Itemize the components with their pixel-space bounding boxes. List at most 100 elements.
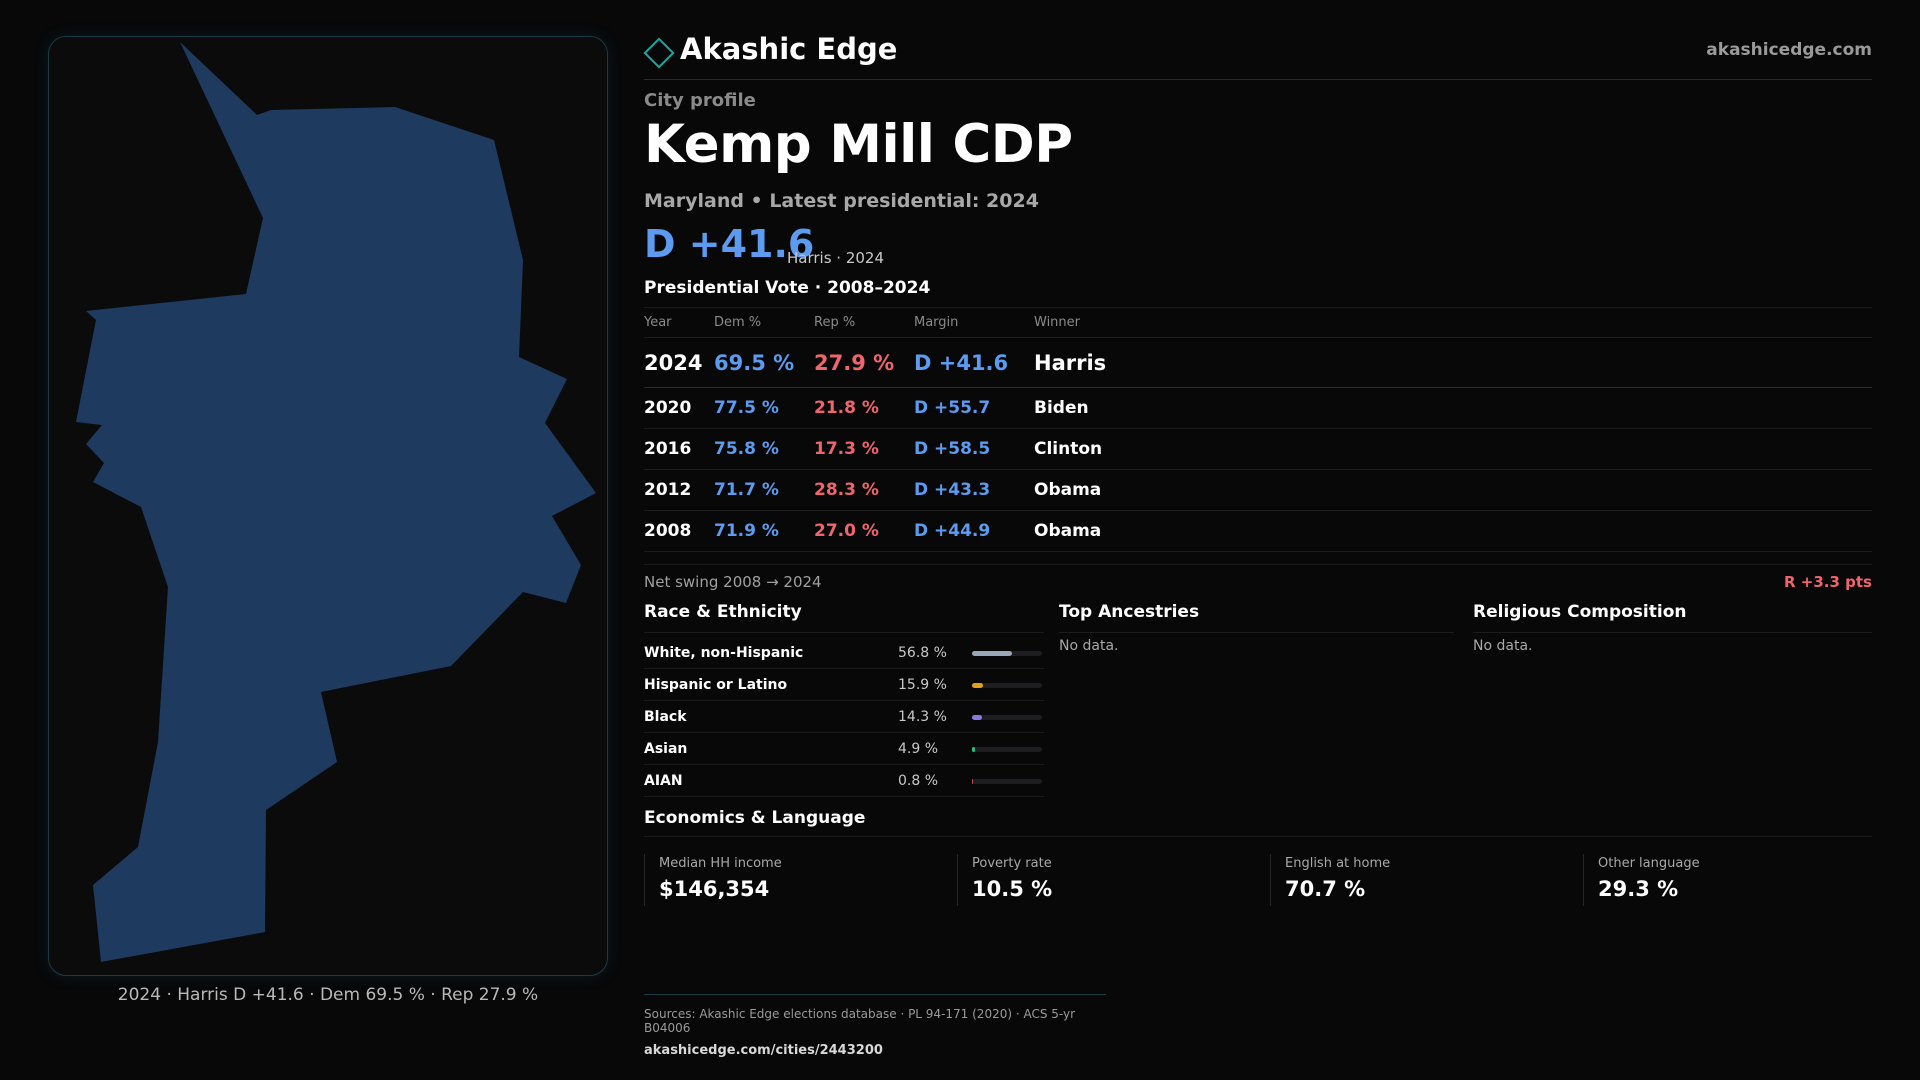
race-bar-fill [972, 715, 982, 720]
cell-margin: D +44.9 [914, 510, 1034, 552]
econ-card-income: Median HH income $146,354 [644, 854, 944, 906]
col-header-dem: Dem % [714, 307, 814, 338]
sources-text: Sources: Akashic Edge elections database… [644, 1007, 1076, 1035]
econ-label: Poverty rate [972, 856, 1052, 871]
econ-value: $146,354 [659, 877, 770, 901]
race-pct: 56.8 % [898, 645, 947, 661]
economics-section-title: Economics & Language [644, 808, 866, 828]
col-header-rep: Rep % [814, 307, 914, 338]
race-section-title: Race & Ethnicity [644, 602, 1044, 633]
cell-rep: 27.0 % [814, 510, 914, 552]
cell-year: 2024 [644, 337, 714, 388]
brand-name[interactable]: Akashic Edge [680, 32, 898, 66]
race-bar-fill [972, 747, 976, 752]
econ-label: Other language [1598, 856, 1700, 871]
race-name: AIAN [644, 773, 683, 789]
table-row: 2012 71.7 % 28.3 % D +43.3 Obama [644, 469, 1872, 511]
cell-winner: Biden [1034, 387, 1872, 429]
race-bar-track [972, 747, 1042, 752]
page-eyebrow: City profile [644, 90, 756, 111]
religion-section-title: Religious Composition [1473, 602, 1872, 633]
table-row: 2008 71.9 % 27.0 % D +44.9 Obama [644, 510, 1872, 552]
page-subtitle: Maryland • Latest presidential: 2024 [644, 190, 1039, 212]
footer-url-link[interactable]: akashicedge.com/cities/2443200 [644, 1043, 883, 1058]
ancestries-empty: No data. [1059, 638, 1119, 654]
net-swing-label: Net swing 2008 → 2024 [644, 573, 822, 591]
cell-year: 2012 [644, 469, 714, 511]
cell-dem: 71.9 % [714, 510, 814, 552]
cell-rep: 21.8 % [814, 387, 914, 429]
cell-dem: 69.5 % [714, 337, 814, 388]
race-name: Asian [644, 741, 688, 757]
list-item: Black 14.3 % [644, 701, 1044, 733]
econ-card-other-language: Other language 29.3 % [1583, 854, 1883, 906]
col-header-margin: Margin [914, 307, 1034, 338]
list-item: AIAN 0.8 % [644, 765, 1044, 797]
econ-value: 10.5 % [972, 877, 1053, 901]
cell-rep: 17.3 % [814, 428, 914, 470]
cell-dem: 71.7 % [714, 469, 814, 511]
city-boundary-shape [76, 42, 596, 962]
econ-value: 29.3 % [1598, 877, 1679, 901]
cell-margin: D +58.5 [914, 428, 1034, 470]
race-pct: 14.3 % [898, 709, 947, 725]
cell-year: 2020 [644, 387, 714, 429]
econ-card-poverty: Poverty rate 10.5 % [957, 854, 1257, 906]
ancestries-section-title: Top Ancestries [1059, 602, 1454, 633]
cell-margin: D +41.6 [914, 337, 1034, 388]
col-header-year: Year [644, 307, 714, 338]
table-row: 2016 75.8 % 17.3 % D +58.5 Clinton [644, 428, 1872, 470]
footer: Sources: Akashic Edge elections database… [644, 994, 1106, 1058]
list-item: Asian 4.9 % [644, 733, 1044, 765]
site-link[interactable]: akashicedge.com [1706, 40, 1872, 60]
race-bar-track [972, 715, 1042, 720]
race-bar-track [972, 779, 1042, 784]
cell-rep: 27.9 % [814, 337, 914, 388]
header: Akashic Edge akashicedge.com [643, 30, 1872, 80]
race-bar-track [972, 683, 1042, 688]
cell-rep: 28.3 % [814, 469, 914, 511]
map-caption: 2024 · Harris D +41.6 · Dem 69.5 % · Rep… [117, 985, 539, 1005]
votes-section-title: Presidential Vote · 2008–2024 [644, 278, 931, 298]
list-item: Hispanic or Latino 15.9 % [644, 669, 1044, 701]
econ-label: English at home [1285, 856, 1391, 871]
econ-label: Median HH income [659, 856, 782, 871]
presidential-vote-table: Year Dem % Rep % Margin Winner 2024 69.5… [644, 307, 1872, 552]
economics-divider [644, 836, 1872, 837]
race-pct: 0.8 % [898, 773, 939, 789]
table-header-row: Year Dem % Rep % Margin Winner [644, 307, 1872, 338]
table-row: 2024 69.5 % 27.9 % D +41.6 Harris [644, 337, 1872, 388]
net-swing-value: R +3.3 pts [1784, 573, 1872, 591]
race-bar-fill [972, 651, 1012, 656]
econ-card-english: English at home 70.7 % [1270, 854, 1570, 906]
race-list: White, non-Hispanic 56.8 % Hispanic or L… [644, 637, 1044, 797]
cell-margin: D +55.7 [914, 387, 1034, 429]
net-swing-row: Net swing 2008 → 2024 R +3.3 pts [644, 564, 1872, 596]
cell-winner: Obama [1034, 510, 1872, 552]
race-bar-fill [972, 683, 984, 688]
cell-dem: 77.5 % [714, 387, 814, 429]
race-name: Hispanic or Latino [644, 677, 788, 693]
latest-margin: D +41.6 [644, 222, 815, 266]
col-header-winner: Winner [1034, 307, 1872, 338]
cell-margin: D +43.3 [914, 469, 1034, 511]
table-row: 2020 77.5 % 21.8 % D +55.7 Biden [644, 387, 1872, 429]
city-boundary-map [76, 42, 596, 962]
latest-margin-note: Harris · 2024 [787, 249, 885, 267]
cell-winner: Obama [1034, 469, 1872, 511]
cell-winner: Clinton [1034, 428, 1872, 470]
cell-winner: Harris [1034, 337, 1872, 388]
cell-dem: 75.8 % [714, 428, 814, 470]
profile-content: Akashic Edge akashicedge.com City profil… [643, 0, 1872, 1080]
race-name: White, non-Hispanic [644, 645, 804, 661]
map-panel [48, 36, 608, 976]
list-item: White, non-Hispanic 56.8 % [644, 637, 1044, 669]
race-pct: 15.9 % [898, 677, 947, 693]
religion-empty: No data. [1473, 638, 1533, 654]
race-pct: 4.9 % [898, 741, 939, 757]
econ-value: 70.7 % [1285, 877, 1366, 901]
race-bar-track [972, 651, 1042, 656]
cell-year: 2016 [644, 428, 714, 470]
page-title: Kemp Mill CDP [644, 114, 1073, 175]
diamond-icon [643, 37, 675, 69]
